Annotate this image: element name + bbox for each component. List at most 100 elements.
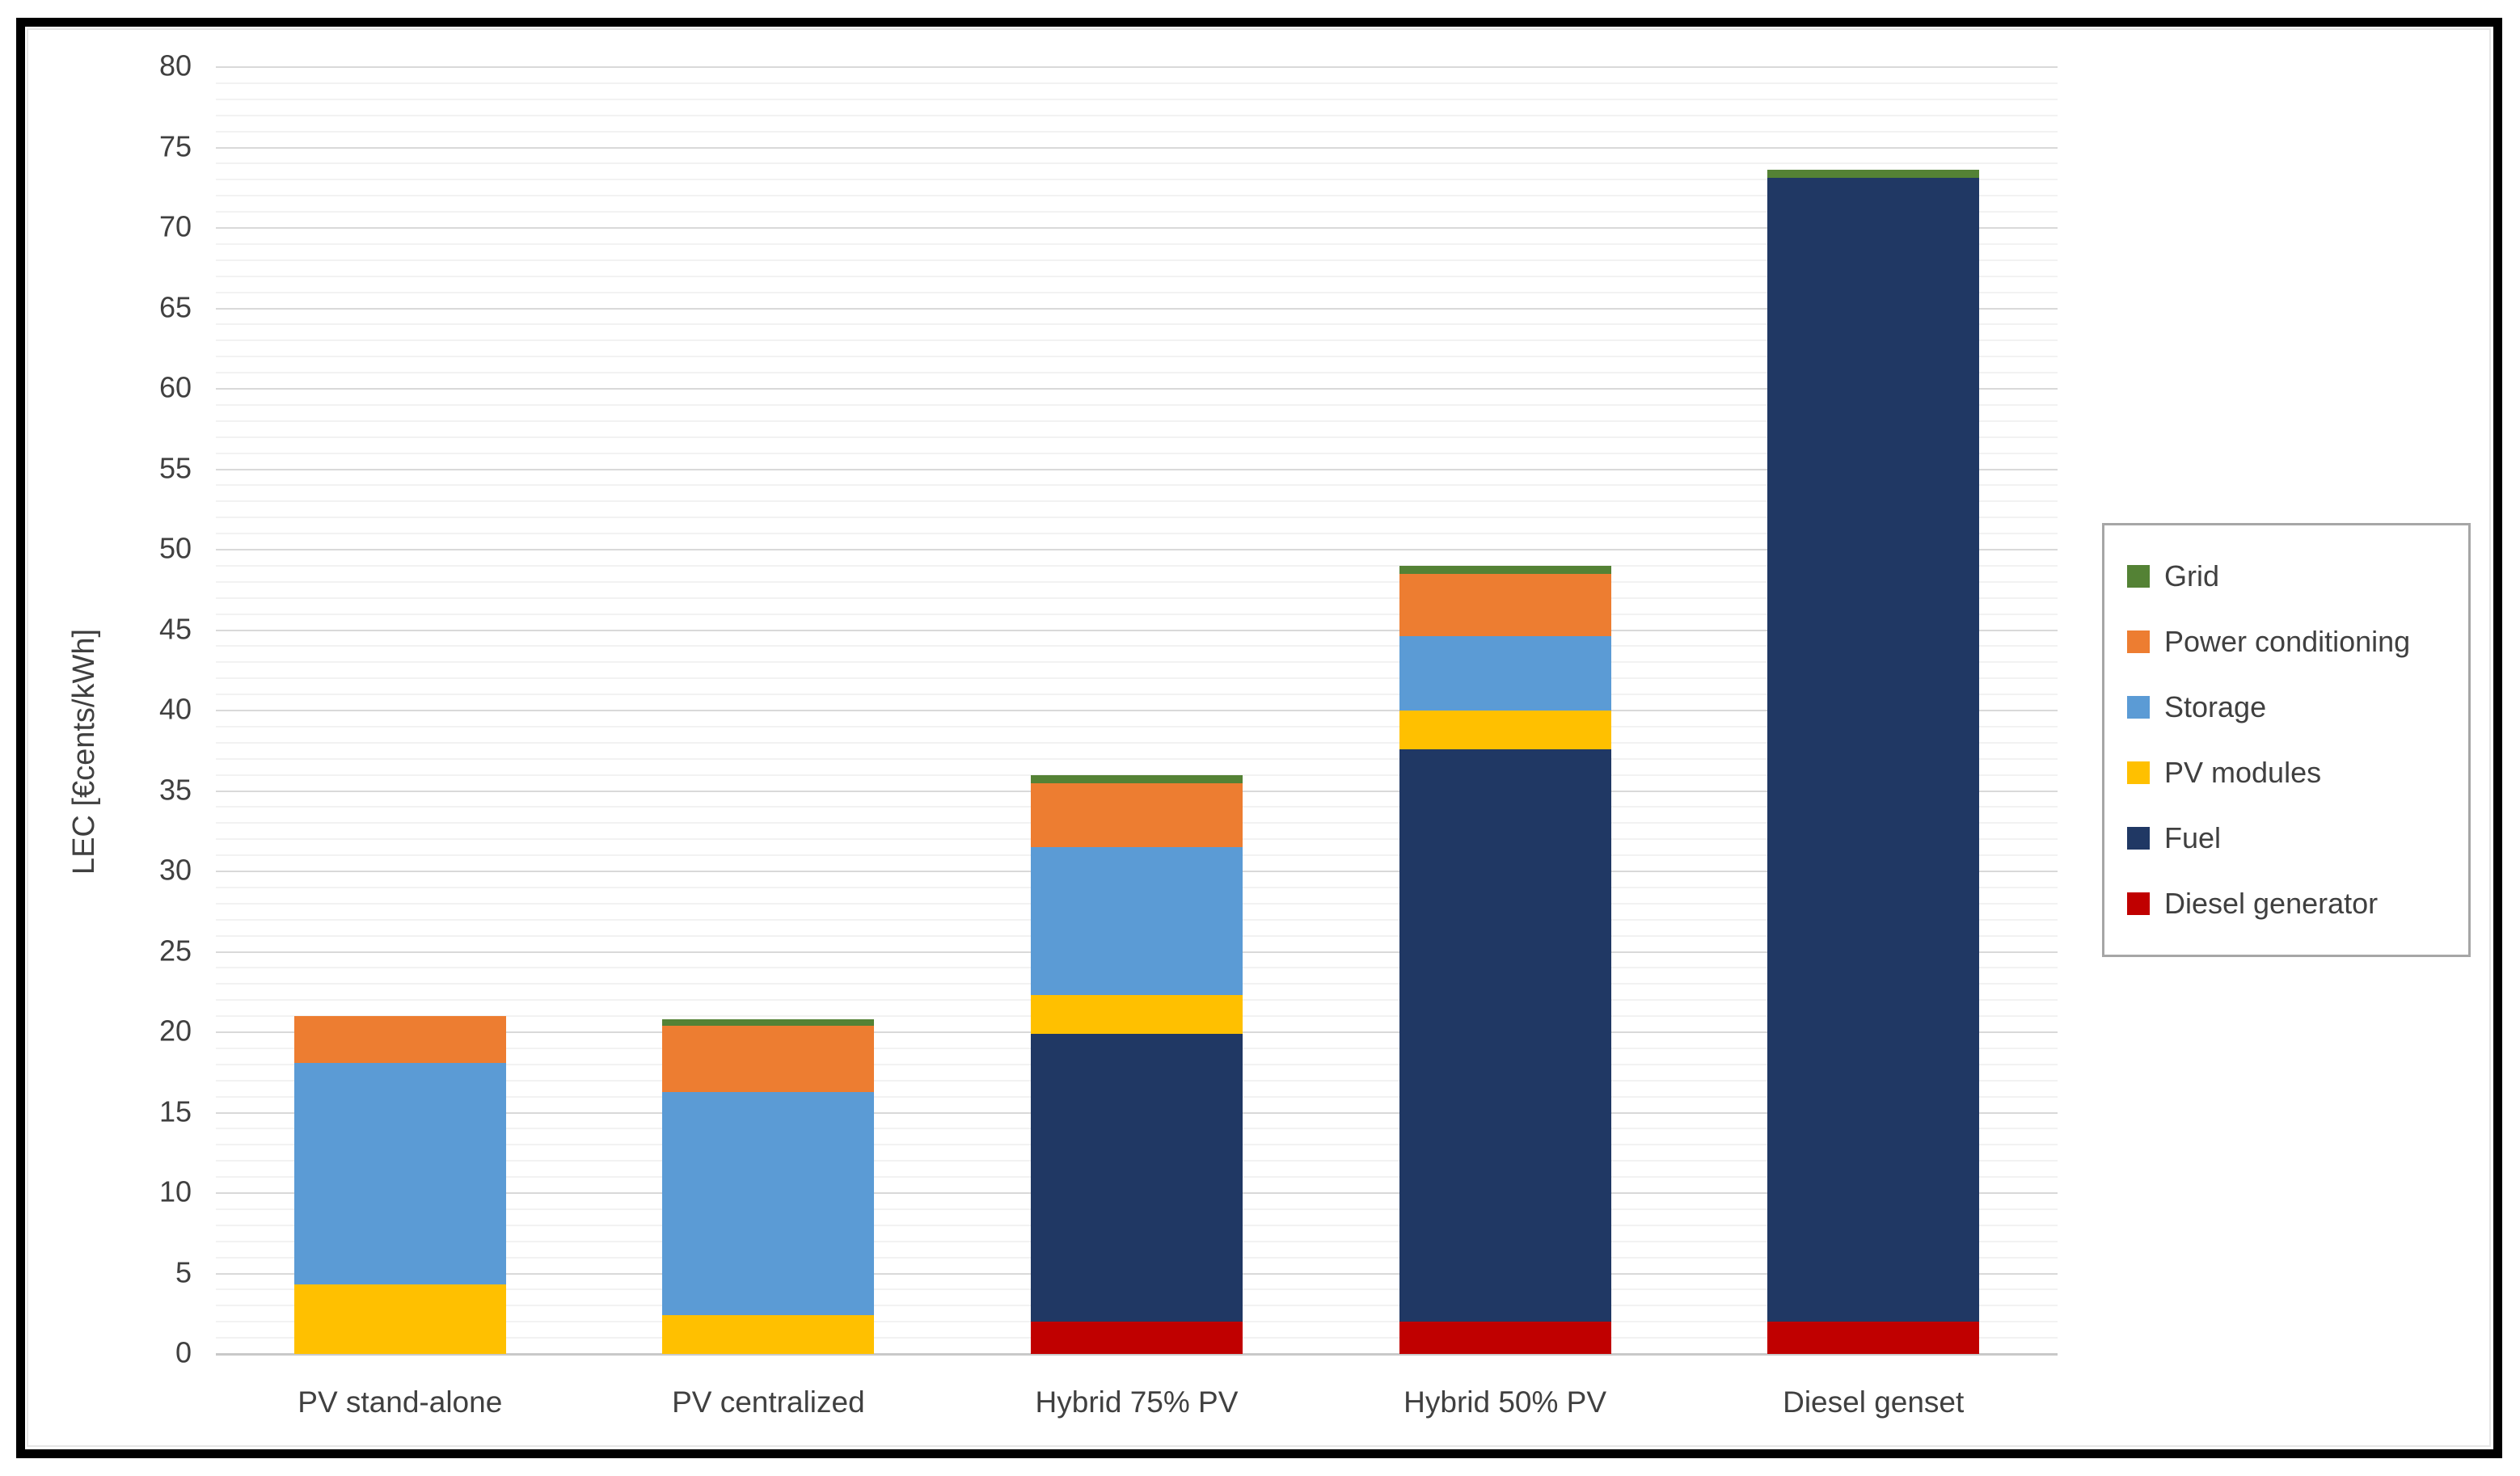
- legend-item: Power conditioning: [2127, 627, 2468, 656]
- y-tick-label: 15: [158, 1094, 192, 1128]
- gridline-minor: [216, 420, 2058, 422]
- bar-segment: [1399, 1322, 1611, 1354]
- gridline-minor: [216, 597, 2058, 599]
- gridline-minor: [216, 661, 2058, 664]
- gridline-minor: [216, 130, 2058, 133]
- gridline-minor: [216, 564, 2058, 567]
- gridline-minor: [216, 484, 2058, 487]
- gridline-minor: [216, 500, 2058, 503]
- legend-label: Storage: [2164, 690, 2267, 723]
- x-category-label: PV centralized: [672, 1385, 865, 1419]
- bar-segment: [1399, 565, 1611, 574]
- legend-label: Grid: [2164, 559, 2220, 593]
- bar-segment: [1767, 1322, 1980, 1354]
- x-category-label: Hybrid 75% PV: [1035, 1385, 1239, 1419]
- y-tick-label: 50: [158, 531, 192, 565]
- bar-segment: [293, 1284, 506, 1354]
- x-axis-line: [216, 1353, 2058, 1356]
- bar-segment: [1031, 1033, 1243, 1322]
- gridline-minor: [216, 275, 2058, 277]
- gridline-minor: [216, 677, 2058, 680]
- bar-segment: [1767, 170, 1980, 179]
- gridline-minor: [216, 533, 2058, 535]
- gridline-minor: [216, 211, 2058, 213]
- gridline-major: [216, 227, 2058, 229]
- x-category-label: PV stand-alone: [298, 1385, 503, 1419]
- bar-segment: [1031, 847, 1243, 996]
- legend-item: PV modules: [2127, 758, 2468, 787]
- legend-item: Grid: [2127, 562, 2468, 591]
- gridline-major: [216, 146, 2058, 149]
- y-axis-title: LEC [€cents/kWh]: [67, 628, 101, 875]
- bar-segment: [1399, 749, 1611, 1322]
- gridline-minor: [216, 259, 2058, 261]
- legend-label: Diesel generator: [2164, 887, 2379, 920]
- gridline-major: [216, 388, 2058, 390]
- gridline-minor: [216, 114, 2058, 116]
- legend-label: Fuel: [2164, 821, 2222, 854]
- legend-swatch-icon: [2127, 696, 2150, 719]
- gridline-minor: [216, 757, 2058, 760]
- gridline-minor: [216, 452, 2058, 454]
- gridline-minor: [216, 725, 2058, 727]
- legend-swatch-icon: [2127, 630, 2150, 653]
- x-category-label: Diesel genset: [1783, 1385, 1965, 1419]
- bar-segment: [662, 1315, 875, 1354]
- legend-swatch-icon: [2127, 827, 2150, 850]
- gridline-major: [216, 307, 2058, 310]
- y-tick-label: 35: [158, 773, 192, 807]
- y-tick-label: 10: [158, 1174, 192, 1208]
- gridline-minor: [216, 291, 2058, 293]
- y-tick-label: 60: [158, 370, 192, 404]
- gridline-major: [216, 468, 2058, 470]
- gridline-major: [216, 66, 2058, 68]
- gridline-minor: [216, 98, 2058, 100]
- y-tick-label: 80: [158, 48, 192, 82]
- legend-item: Storage: [2127, 693, 2468, 722]
- y-tick-label: 20: [158, 1014, 192, 1048]
- legend-item: Diesel generator: [2127, 889, 2468, 918]
- plot-area: [216, 66, 2058, 1356]
- gridline-major: [216, 549, 2058, 550]
- gridline-minor: [216, 339, 2058, 342]
- y-tick-label: 65: [158, 290, 192, 324]
- bar-segment: [1399, 711, 1611, 749]
- legend-swatch-icon: [2127, 761, 2150, 784]
- x-category-label: Hybrid 50% PV: [1404, 1385, 1607, 1419]
- gridline-minor: [216, 356, 2058, 358]
- bar-segment: [662, 1019, 875, 1027]
- y-tick-label: 30: [158, 853, 192, 887]
- y-tick-label: 75: [158, 129, 192, 163]
- y-tick-label: 45: [158, 612, 192, 646]
- gridline-minor: [216, 242, 2058, 245]
- gridline-minor: [216, 741, 2058, 744]
- y-tick-label: 5: [175, 1255, 192, 1289]
- legend-label: Power conditioning: [2164, 625, 2411, 658]
- gridline-major: [216, 710, 2058, 711]
- gridline-minor: [216, 517, 2058, 519]
- gridline-minor: [216, 195, 2058, 197]
- gridline-minor: [216, 436, 2058, 438]
- bar-segment: [1767, 178, 1980, 1322]
- gridline-minor: [216, 179, 2058, 181]
- y-tick-label: 25: [158, 934, 192, 968]
- bar-segment: [662, 1091, 875, 1316]
- gridline-minor: [216, 403, 2058, 406]
- legend: Grid Power conditioning Storage PV modules F…: [2102, 523, 2471, 957]
- y-tick-label: 70: [158, 209, 192, 243]
- gridline-minor: [216, 162, 2058, 165]
- legend-swatch-icon: [2127, 892, 2150, 915]
- gridline-minor: [216, 694, 2058, 696]
- y-tick-label: 55: [158, 451, 192, 485]
- bar-segment: [1031, 782, 1243, 848]
- gridline-minor: [216, 82, 2058, 84]
- gridline-minor: [216, 613, 2058, 615]
- bar-segment: [293, 1016, 506, 1063]
- legend-label: PV modules: [2164, 756, 2322, 789]
- bar-segment: [1031, 995, 1243, 1034]
- bar-segment: [1399, 573, 1611, 637]
- bar-segment: [1399, 636, 1611, 711]
- y-tick-label: 0: [175, 1335, 192, 1369]
- bar-segment: [293, 1062, 506, 1285]
